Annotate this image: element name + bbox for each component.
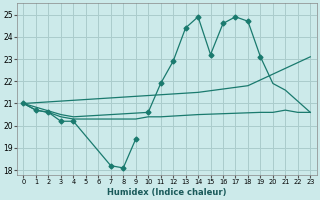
X-axis label: Humidex (Indice chaleur): Humidex (Indice chaleur) — [107, 188, 227, 197]
